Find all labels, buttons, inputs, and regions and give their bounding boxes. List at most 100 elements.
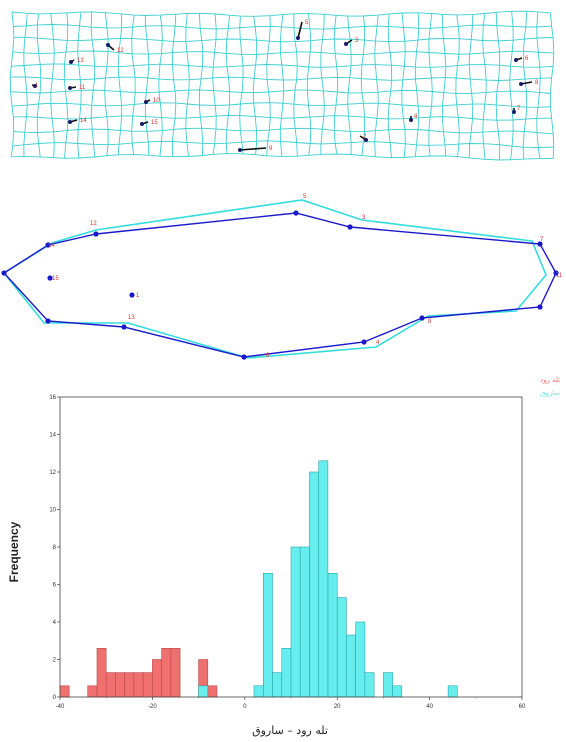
legend-entry-cyan: ساروق [540,389,560,397]
grid-col-line [468,14,474,158]
y-tick-label: 10 [49,508,56,514]
grid-col-line [36,13,42,157]
interior-point [47,275,53,281]
grid-col-line [333,15,339,155]
landmark-point [344,42,348,46]
x-tick-label: 60 [519,704,526,710]
landmark-label: 3 [355,38,359,44]
landmark-point [68,86,72,90]
outline-point [121,324,127,330]
y-tick-label: 12 [49,470,56,476]
histogram-bar [207,685,218,698]
histogram-bar [309,471,319,698]
landmark-label: 9 [269,146,273,152]
histogram-bar [336,597,347,698]
outline-point [347,224,353,230]
grid-col-line [414,12,420,157]
y-tick-label: 8 [53,545,57,551]
grid-col-line [441,14,447,156]
grid-col-line [158,15,163,157]
grid-col-line [9,11,15,157]
grid-col-line [522,11,528,160]
grid-col-line [185,13,190,157]
outline-point [537,241,543,247]
landmark-point [33,84,37,88]
histogram-bar [105,672,116,698]
grid-col-line [117,13,123,155]
landmark-point [68,120,72,124]
outline-panel: 5 3 12 13 4 1 6 8 7 11 15 14 [1,194,563,360]
x-tick-label: -20 [148,704,157,710]
histogram-bar [133,672,144,698]
landmark-point [144,100,148,104]
x-axis-label: تله رود – ساروق [252,724,328,737]
outline-label: 13 [128,315,135,321]
grid-col-line [320,14,325,155]
grid-col-line [293,13,298,157]
grid-row-line [13,114,552,121]
grid-col-line [428,13,433,157]
grid-row-line [13,127,554,135]
landmark-label: 13 [77,58,84,64]
histogram-bar [346,634,356,698]
outline-label: 4 [376,340,380,346]
landmark-label: 14 [80,118,87,124]
grid-row-line [11,102,551,108]
outline-label: 6 [266,353,270,359]
landmark-point [364,138,368,142]
x-tick-label: 20 [334,704,341,710]
outline-point [45,318,51,324]
histogram-bar [253,685,264,698]
landmark-label: 6 [525,56,529,62]
histogram-bar [272,672,282,698]
histogram-bar [299,546,310,698]
outline-point [45,242,51,248]
grid-col-line [482,13,487,160]
grid-row-line [10,89,551,94]
histogram-bar [327,573,338,698]
axis-ticks: -40 -20 0 20 40 60 0 2 4 6 8 10 12 14 16 [49,395,526,710]
histogram-bar [142,672,153,698]
landmark-label: 5 [305,20,309,26]
histogram-bar [170,647,181,698]
y-tick-label: 6 [53,583,57,589]
grid-col-line [252,16,258,155]
landmark-vector [239,147,267,151]
landmark-point [296,36,300,40]
landmark-label: 12 [117,48,124,54]
landmark-label: 11 [79,85,86,91]
y-axis-label: Frequency [7,521,21,582]
outline-point [93,231,99,237]
outline-point [361,339,367,345]
grid-col-line [306,13,312,156]
deformation-grid [9,10,555,161]
outline-landmarks: 5 3 12 13 4 1 6 8 7 11 15 14 [1,194,563,360]
histogram-bar [392,685,403,698]
landmark-point [514,58,518,62]
outline-label: 1 [136,293,140,299]
landmark-label: 8 [535,80,539,86]
landmark-label: 1 [35,83,39,89]
grid-row-line [13,36,554,43]
y-tick-label: 4 [53,620,57,626]
outline-light [2,199,547,359]
landmark-point [106,43,110,47]
histogram-bar [281,647,292,698]
histogram-bar [152,659,162,698]
histogram-bar [198,685,209,698]
y-tick-label: 0 [53,695,57,701]
grid-col-line [536,11,541,159]
grid-col-line [266,15,271,156]
legend: تله رود ساروق [540,376,560,397]
histogram-bar [59,685,70,698]
y-tick-label: 16 [49,395,56,401]
grid-col-line [77,12,82,159]
landmark-label: 2 [363,134,367,140]
grid-col-line [144,15,150,156]
outline-point [241,354,247,360]
landmark-label: 4 [414,114,418,120]
grid-col-line [549,12,555,159]
outline-label: 5 [303,194,307,200]
outline-label: 11 [556,273,563,279]
histogram-chart: -40 -20 0 20 40 60 0 2 4 6 8 10 12 14 16 تله رود ساروق… [7,376,560,737]
